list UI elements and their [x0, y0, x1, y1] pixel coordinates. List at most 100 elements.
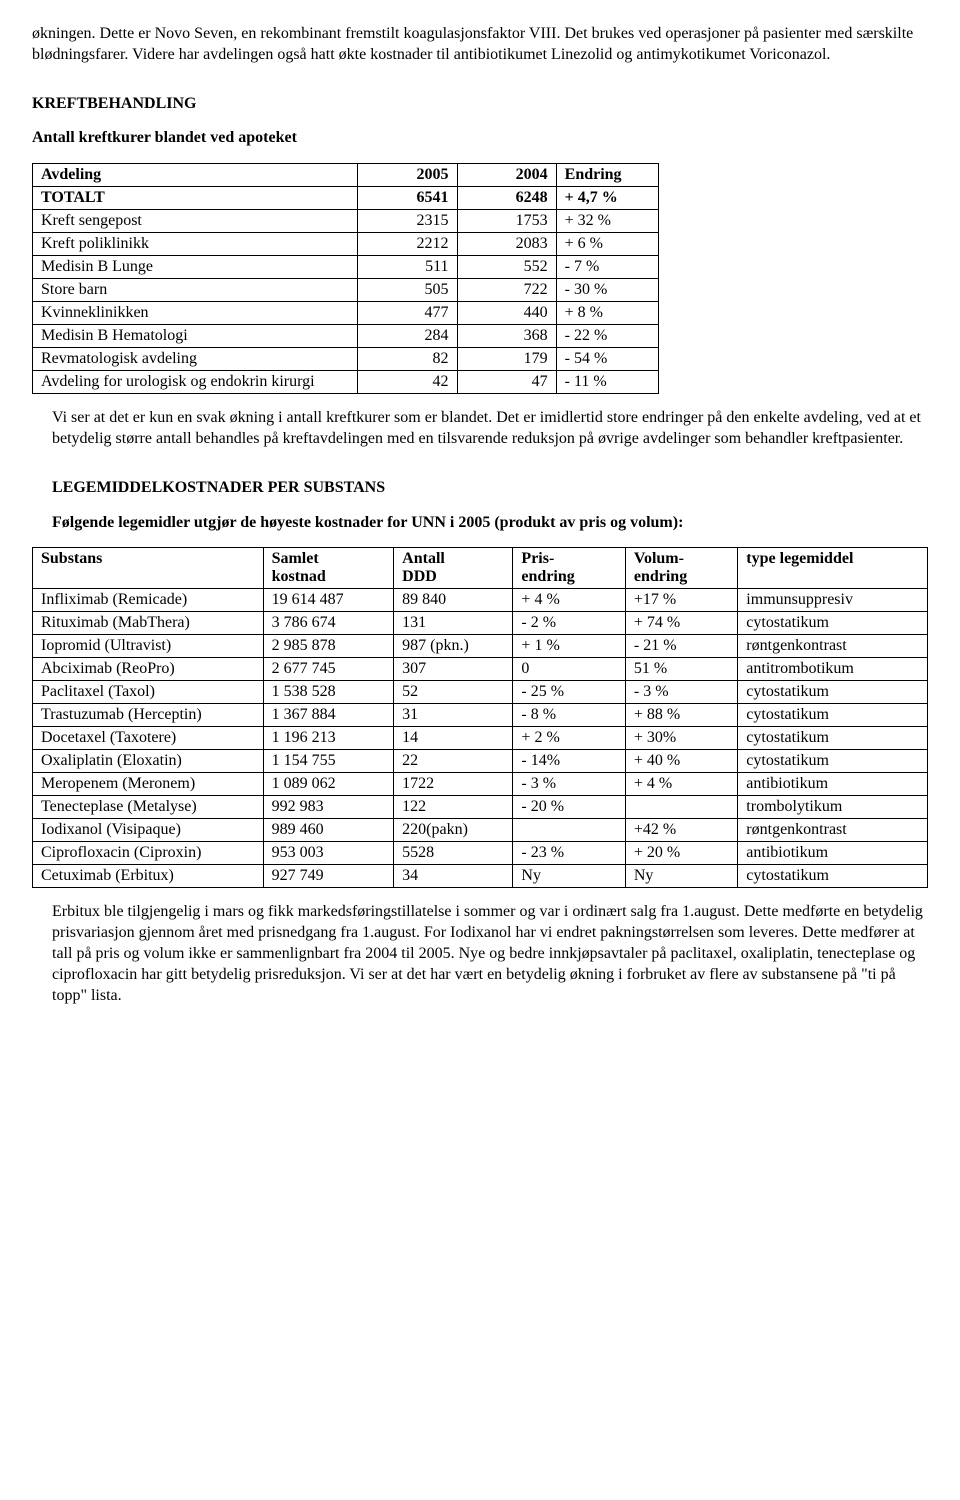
cell-substans: Iodixanol (Visipaque) [33, 819, 264, 842]
cell-prisendring: Ny [513, 865, 625, 888]
table-row: Meropenem (Meronem)1 089 0621722 - 3 %+ … [33, 773, 928, 796]
cell-2005: 284 [358, 325, 457, 348]
col-kostnad: Samletkostnad [263, 548, 394, 589]
cell-2004: 722 [457, 279, 556, 302]
intro-paragraph: økningen. Dette er Novo Seven, en rekomb… [32, 24, 928, 66]
cell-2005: 42 [358, 371, 457, 394]
total-2005: 6541 [417, 189, 449, 206]
cell-prisendring: - 25 % [513, 681, 625, 704]
cell-substans: Infliximab (Remicade) [33, 589, 264, 612]
table-row: Rituximab (MabThera)3 786 674131- 2 %+ 7… [33, 612, 928, 635]
cell-2005: 505 [358, 279, 457, 302]
col-2005: 2005 [358, 164, 457, 187]
cell-kostnad: 1 154 755 [263, 750, 394, 773]
cell-ddd: 34 [394, 865, 513, 888]
cell-prisendring: - 2 % [513, 612, 625, 635]
cell-volumendring: + 30% [625, 727, 737, 750]
cell-endring: - 30 % [556, 279, 659, 302]
cell-kostnad: 1 538 528 [263, 681, 394, 704]
cell-substans: Oxaliplatin (Eloxatin) [33, 750, 264, 773]
cell-kostnad: 927 749 [263, 865, 394, 888]
cell-2005: 2212 [358, 233, 457, 256]
cell-substans: Rituximab (MabThera) [33, 612, 264, 635]
cell-ddd: 52 [394, 681, 513, 704]
cell-kostnad: 3 786 674 [263, 612, 394, 635]
table-header-row: Avdeling 2005 2004 Endring [33, 164, 659, 187]
cell-substans: Abciximab (ReoPro) [33, 658, 264, 681]
cell-kostnad: 1 089 062 [263, 773, 394, 796]
cell-substans: Paclitaxel (Taxol) [33, 681, 264, 704]
table-row: Avdeling for urologisk og endokrin kirur… [33, 371, 659, 394]
cell-prisendring: + 1 % [513, 635, 625, 658]
cell-kostnad: 989 460 [263, 819, 394, 842]
total-label: TOTALT [41, 189, 105, 206]
col-avdeling: Avdeling [33, 164, 358, 187]
col-volumendring: Volum-endring [625, 548, 737, 589]
section1-title: KREFTBEHANDLING [32, 94, 928, 115]
cell-substans: Ciprofloxacin (Ciproxin) [33, 842, 264, 865]
cell-ddd: 1722 [394, 773, 513, 796]
cell-type: cytostatikum [738, 865, 928, 888]
cell-ddd: 307 [394, 658, 513, 681]
cell-type: antitrombotikum [738, 658, 928, 681]
cell-type: trombolytikum [738, 796, 928, 819]
cell-type: røntgenkontrast [738, 819, 928, 842]
section2-title: LEGEMIDDELKOSTNADER PER SUBSTANS [32, 478, 928, 499]
cell-volumendring: 51 % [625, 658, 737, 681]
section1-paragraph: Vi ser at det er kun en svak økning i an… [32, 408, 928, 450]
table-row: Paclitaxel (Taxol)1 538 52852 - 25 %- 3 … [33, 681, 928, 704]
table-row: Docetaxel (Taxotere)1 196 21314+ 2 %+ 30… [33, 727, 928, 750]
cell-ddd: 5528 [394, 842, 513, 865]
col-endring: Endring [556, 164, 659, 187]
cell-avdeling: Kvinneklinikken [33, 302, 358, 325]
cell-avdeling: Medisin B Hematologi [33, 325, 358, 348]
table-row: Kvinneklinikken477440+ 8 % [33, 302, 659, 325]
cell-kostnad: 19 614 487 [263, 589, 394, 612]
cell-volumendring: + 4 % [625, 773, 737, 796]
table-row: Medisin B Lunge511552- 7 % [33, 256, 659, 279]
cell-ddd: 89 840 [394, 589, 513, 612]
cell-avdeling: Kreft poliklinikk [33, 233, 358, 256]
cell-substans: Tenecteplase (Metalyse) [33, 796, 264, 819]
cell-endring: - 7 % [556, 256, 659, 279]
cell-prisendring: - 20 % [513, 796, 625, 819]
table-row: Store barn505722- 30 % [33, 279, 659, 302]
cell-volumendring: + 40 % [625, 750, 737, 773]
cell-endring: + 32 % [556, 210, 659, 233]
cell-kostnad: 992 983 [263, 796, 394, 819]
table-row: Trastuzumab (Herceptin)1 367 88431- 8 %+… [33, 704, 928, 727]
table-row: Revmatologisk avdeling82179- 54 % [33, 348, 659, 371]
table-row: Kreft sengepost23151753+ 32 % [33, 210, 659, 233]
col-substans: Substans [33, 548, 264, 589]
total-2004: 6248 [516, 189, 548, 206]
col-prisendring: Pris-endring [513, 548, 625, 589]
section2-subtitle: Følgende legemidler utgjør de høyeste ko… [32, 513, 928, 534]
cell-type: cytostatikum [738, 681, 928, 704]
cell-endring: - 11 % [556, 371, 659, 394]
table-header-row: Substans Samletkostnad AntallDDD Pris-en… [33, 548, 928, 589]
table-row: Infliximab (Remicade)19 614 48789 840+ 4… [33, 589, 928, 612]
cell-2004: 368 [457, 325, 556, 348]
cell-type: røntgenkontrast [738, 635, 928, 658]
col-ddd: AntallDDD [394, 548, 513, 589]
cell-ddd: 22 [394, 750, 513, 773]
cell-volumendring: + 88 % [625, 704, 737, 727]
cell-prisendring: - 3 % [513, 773, 625, 796]
col-type: type legemiddel [738, 548, 928, 589]
cell-kostnad: 2 985 878 [263, 635, 394, 658]
cell-volumendring: + 74 % [625, 612, 737, 635]
cell-avdeling: Avdeling for urologisk og endokrin kirur… [33, 371, 358, 394]
cell-substans: Iopromid (Ultravist) [33, 635, 264, 658]
cell-volumendring: - 3 % [625, 681, 737, 704]
table-row: Tenecteplase (Metalyse) 992 983122- 20 %… [33, 796, 928, 819]
cell-prisendring: - 23 % [513, 842, 625, 865]
table-row: Iodixanol (Visipaque)989 460220(pakn)+42… [33, 819, 928, 842]
table-row: Kreft poliklinikk22122083+ 6 % [33, 233, 659, 256]
cell-prisendring: + 2 % [513, 727, 625, 750]
cell-avdeling: Revmatologisk avdeling [33, 348, 358, 371]
cell-prisendring: 0 [513, 658, 625, 681]
cell-type: cytostatikum [738, 750, 928, 773]
cell-type: antibiotikum [738, 842, 928, 865]
cell-prisendring: + 4 % [513, 589, 625, 612]
cell-2004: 179 [457, 348, 556, 371]
